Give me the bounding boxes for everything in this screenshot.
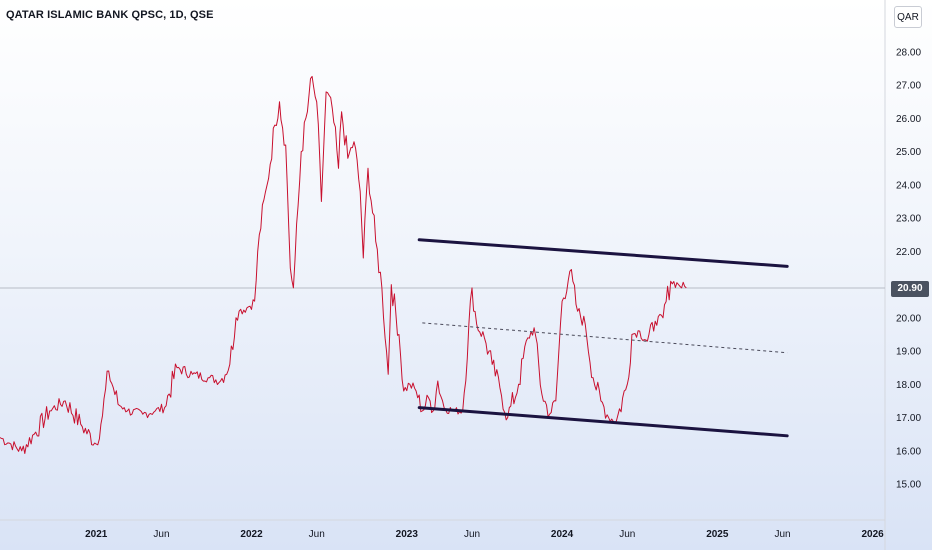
price-series-line [0,75,687,454]
y-tick-label: 19.00 [896,347,921,358]
x-tick-label: Jun [774,529,790,540]
y-tick-label: 16.00 [896,446,921,457]
channel-midline [422,322,788,354]
y-tick-label: 23.00 [896,214,921,225]
x-tick-label: 2023 [396,529,419,540]
x-tick-label: Jun [309,529,325,540]
x-tick-label: 2026 [861,529,884,540]
y-tick-label: 24.00 [896,180,921,191]
last-price-badge: 20.90 [891,281,929,297]
y-tick-label: 18.00 [896,380,921,391]
x-tick-label: Jun [619,529,635,540]
chart-title: QATAR ISLAMIC BANK QPSC, 1D, QSE [6,9,214,21]
y-tick-label: 22.00 [896,247,921,258]
x-tick-label: 2021 [85,529,108,540]
x-tick-label: Jun [464,529,480,540]
y-tick-label: 27.00 [896,81,921,92]
y-tick-label: 17.00 [896,413,921,424]
currency-button[interactable]: QAR [894,6,922,28]
x-tick-label: 2024 [551,529,574,540]
y-tick-label: 15.00 [896,480,921,491]
y-tick-label: 20.00 [896,313,921,324]
channel-upper-line [417,238,789,268]
x-tick-label: 2025 [706,529,729,540]
y-tick-label: 28.00 [896,48,921,59]
channel-lower-line [417,406,789,438]
y-tick-label: 25.00 [896,147,921,158]
x-tick-label: 2022 [240,529,263,540]
x-tick-label: Jun [153,529,169,540]
y-tick-label: 26.00 [896,114,921,125]
